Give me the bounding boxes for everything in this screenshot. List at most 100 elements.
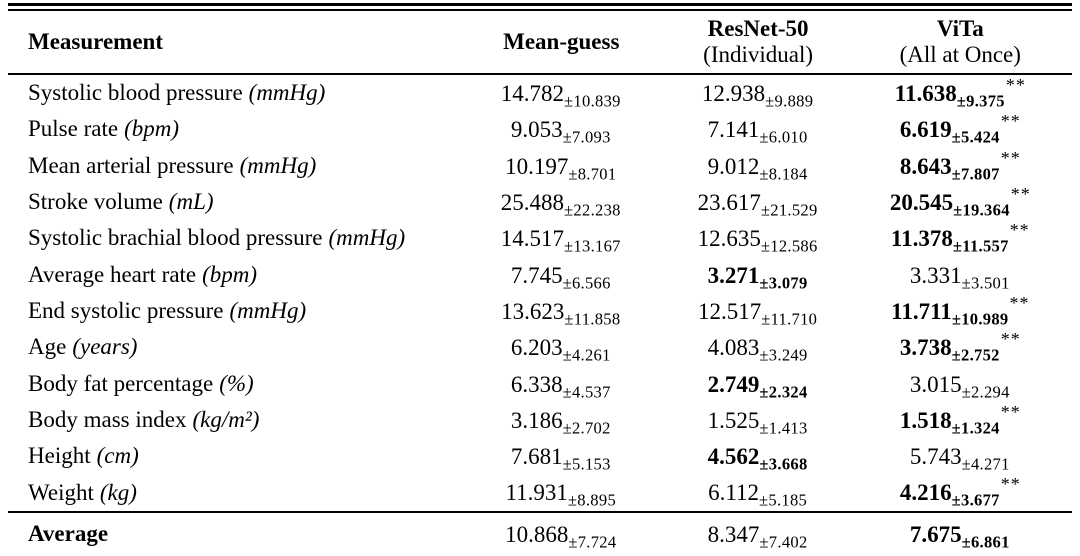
significance-stars: ** [1010,183,1031,204]
plus-minus: ±4.537 [562,381,611,401]
header-rule [8,73,1072,75]
mean-guess-value-cell: 7.745±6.566 [455,257,668,293]
plus-minus: ±3.677 [951,490,1000,510]
vita-value-cell: 11.711±10.989** [849,293,1072,329]
mean-guess-value-cell: 3.186±2.702 [455,402,668,438]
plus-minus: ±7.093 [562,127,611,147]
value: 7.141 [707,117,760,143]
header-mean-guess: Mean-guess [455,11,668,73]
value: 20.545 [889,189,954,215]
table-header: Measurement Mean-guess ResNet-50 (Indivi… [8,11,1072,75]
value: 23.617 [697,189,761,215]
value: 13.623 [501,298,565,324]
measurement-label: Average heart rate [28,261,197,287]
value: 6.338 [510,371,563,397]
table-row: Stroke volume (mL) 25.488±22.238 23.617±2… [8,184,1072,220]
significance-stars: ** [1000,147,1021,168]
measurement-cell: Stroke volume (mL) [8,184,455,220]
measurement-unit: (years) [72,334,138,360]
value: 10.868 [505,521,569,547]
vita-value-cell: 20.545±19.364** [849,184,1072,220]
measurement-label: Systolic brachial blood pressure [28,225,323,251]
plus-minus: ±7.402 [759,532,808,552]
plus-minus: ±2.324 [759,381,808,401]
header-mean-guess-label: Mean-guess [503,29,620,54]
mean-guess-value-cell: 11.931±8.895 [455,474,668,510]
measurement-unit: (bpm) [124,116,179,142]
measurement-cell: Systolic brachial blood pressure (mmHg) [8,220,455,256]
mean-guess-value-cell: 14.517±13.167 [455,220,668,256]
plus-minus: ±7.724 [568,532,617,552]
plus-minus: ±19.364 [953,200,1010,220]
plus-minus: ±8.895 [567,490,617,510]
value: 6.619 [899,117,952,143]
header-vita-label: ViTa [936,15,984,41]
header-measurement-label: Measurement [28,29,163,54]
plus-minus: ±7.807 [951,163,1000,183]
measurement-unit: (mmHg) [229,298,307,324]
value: 4.562 [707,443,760,469]
value: 9.012 [707,153,760,179]
measurement-label: Weight [28,479,94,505]
average-resnet50-value: 8.347±7.402 [668,513,849,556]
measurement-unit: (bpm) [202,261,258,287]
value: 11.931 [505,480,568,506]
plus-minus: ±3.668 [759,454,808,474]
plus-minus: ±8.184 [759,163,808,183]
value: 4.216 [899,480,952,506]
mean-guess-value-cell: 14.782±10.839 [455,75,668,111]
header-resnet50: ResNet-50 (Individual) [668,11,849,73]
value: 7.675 [909,521,962,547]
average-label: Average [28,521,109,547]
average-label-cell: Average [8,513,455,556]
mean-guess-value-cell: 13.623±11.858 [455,293,668,329]
measurement-unit: (mmHg) [239,152,317,178]
plus-minus: ±4.261 [562,345,611,365]
plus-minus: ±11.710 [761,309,818,329]
vita-value-cell: 6.619±5.424** [849,111,1072,147]
plus-minus: ±12.586 [760,236,818,256]
average-vita-value: 7.675±6.861 [849,513,1072,556]
value: 11.638 [894,80,957,106]
plus-minus: ±5.153 [562,454,611,474]
value: 1.518 [899,407,952,433]
value: 3.271 [707,262,760,288]
resnet50-value-cell: 23.617±21.529 [668,184,849,220]
measurement-label: Body mass index [28,406,187,432]
average-mean-guess-value: 10.868±7.724 [455,513,668,556]
vita-value-cell: 11.378±11.557** [849,220,1072,256]
plus-minus: ±4.271 [961,454,1010,474]
plus-minus: ±2.752 [951,345,1000,365]
measurement-unit: (kg) [99,479,137,505]
value: 3.331 [909,262,962,288]
plus-minus: ±1.413 [759,418,808,438]
value: 4.083 [707,335,760,361]
significance-stars: ** [1000,474,1021,495]
plus-minus: ±3.249 [759,345,808,365]
resnet50-value-cell: 6.112±5.185 [668,474,849,510]
measurement-cell: Pulse rate (bpm) [8,111,455,147]
value: 6.203 [510,335,563,361]
measurement-label: Height [28,443,91,469]
plus-minus: ±9.889 [765,91,814,111]
table-row: End systolic pressure (mmHg) 13.623±11.85… [8,293,1072,329]
measurement-unit: (kg/m²) [192,406,260,432]
measurement-cell: Systolic blood pressure (mmHg) [8,75,455,111]
table-body: Systolic blood pressure (mmHg) 14.782±10.… [8,75,1072,511]
plus-minus: ±6.566 [562,272,611,292]
plus-minus: ±6.861 [961,532,1010,552]
plus-minus: ±11.557 [952,236,1009,256]
table-footer: Average 10.868±7.724 8.347±7.402 7.675±6… [8,510,1072,556]
table-row: Age (years) 6.203±4.261 4.083±3.249 3.738… [8,329,1072,365]
measurement-cell: Age (years) [8,329,455,365]
top-rule-inner [8,9,1072,11]
mean-guess-value-cell: 9.053±7.093 [455,111,668,147]
mean-guess-value-cell: 6.203±4.261 [455,329,668,365]
mean-guess-value-cell: 6.338±4.537 [455,366,668,402]
plus-minus: ±9.375 [956,91,1005,111]
table-row: Height (cm) 7.681±5.153 4.562±3.668 5.743… [8,438,1072,474]
value: 3.738 [899,335,952,361]
measurement-label: Age [28,334,67,360]
value: 5.743 [909,443,962,469]
